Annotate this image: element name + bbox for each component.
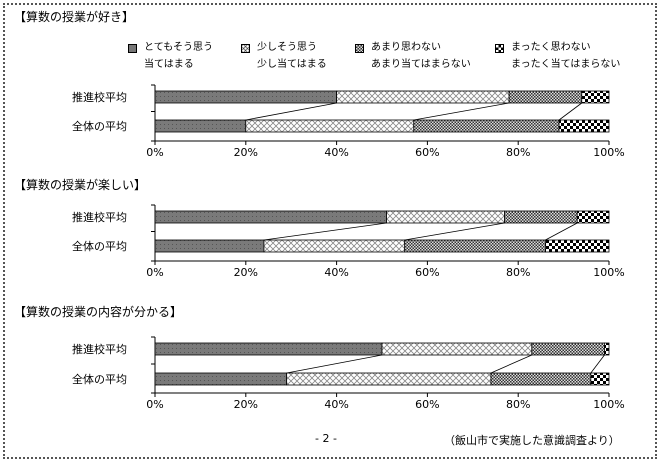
bar-segment [154,372,288,386]
x-tick-label: 40% [324,398,348,411]
x-tick-label: 60% [415,146,439,159]
bar-segment [558,119,610,133]
series-line [245,102,337,121]
legend-swatch [128,44,137,53]
bar-segment [545,239,610,253]
x-tick-label: 20% [234,146,258,159]
x-tick-label: 80% [506,398,530,411]
category-label: 推進校平均 [72,90,127,104]
legend-label: まったく当てはまらない [511,59,621,70]
bar-segment [404,239,546,253]
legend-label: 少しそう思う [257,42,317,53]
legend-label: あまり思わない [371,42,441,53]
bar-segment [154,239,265,253]
bar-segment [386,210,505,224]
series-line [558,102,582,121]
series-line [413,102,510,121]
bar-segment [590,372,610,386]
category-label: 全体の平均 [72,239,127,253]
bar-segment [154,90,338,104]
legend-swatch [241,44,250,53]
bar-segment [490,372,592,386]
x-tick-label: 0% [146,266,163,279]
legend-label: あまり当てはまらない [371,59,471,70]
x-tick-label: 60% [415,266,439,279]
x-tick-label: 40% [324,266,348,279]
chart-title-understand: 【算数の授業の内容が分かる】 [14,305,183,319]
x-tick-label: 80% [506,146,530,159]
series-line [590,354,605,374]
bar-segment [381,342,533,356]
category-label: 全体の平均 [72,372,127,386]
bar-segment [286,372,492,386]
bar-segment [154,342,383,356]
source-note: （飯山市で実施した意識調査より） [444,434,620,447]
legend: とてもそう思う 当てはまる 少しそう思う 少し当てはまる あまり思わない あまり… [128,36,648,76]
legend-label: とてもそう思う [144,42,213,53]
x-tick-label: 60% [415,398,439,411]
x-tick-label: 0% [146,146,163,159]
bar-segment [245,119,415,133]
bar-segment [581,90,610,104]
bar-segment [604,342,610,356]
series-line [286,354,383,374]
bar-segment [263,239,406,253]
x-tick-label: 80% [506,266,530,279]
legend-label: 少し当てはまる [257,59,327,70]
legend-swatch [495,44,504,53]
chart-title-fun: 【算数の授業が楽しい】 [14,178,147,192]
page-frame [3,3,657,459]
bar-segment [154,210,387,224]
bar-segment [576,210,610,224]
category-label: 全体の平均 [72,119,127,133]
x-tick-label: 0% [146,398,163,411]
page-number: - 2 - [315,432,337,445]
series-line [263,222,387,241]
chart-title-like: 【算数の授業が好き】 [14,10,135,24]
x-tick-label: 20% [234,266,258,279]
bar-segment [154,119,247,133]
series-line [545,222,578,241]
category-label: 推進校平均 [72,342,127,356]
x-tick-label: 20% [234,398,258,411]
bar-segment [504,210,578,224]
bar-segment [413,119,560,133]
x-tick-label: 100% [593,398,624,411]
x-tick-label: 100% [593,266,624,279]
category-label: 推進校平均 [72,210,127,224]
legend-label: まったく思わない [511,42,591,53]
series-line [404,222,505,241]
bar-segment [531,342,605,356]
legend-label: 当てはまる [144,59,194,70]
x-tick-label: 100% [593,146,624,159]
series-line [490,354,532,374]
x-tick-label: 40% [324,146,348,159]
legend-swatch [355,44,364,53]
bar-segment [336,90,510,104]
bar-segment [508,90,583,104]
